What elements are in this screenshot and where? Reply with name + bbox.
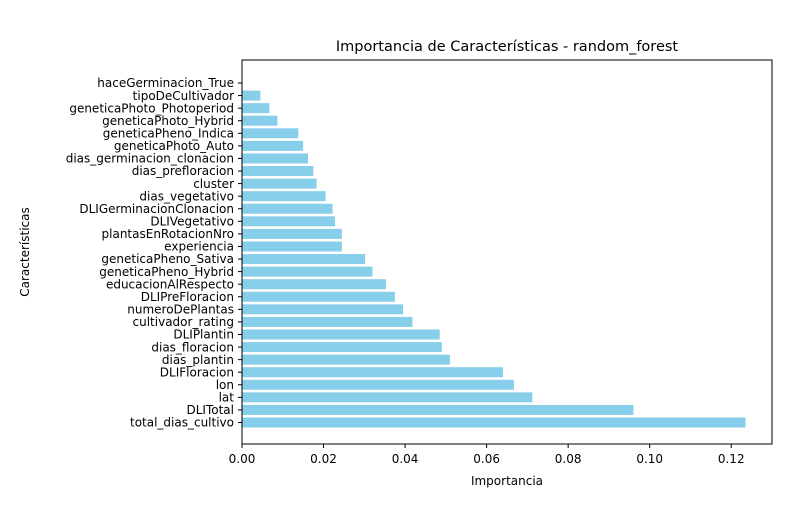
bars-layer xyxy=(242,90,746,428)
bar-dias_plantin xyxy=(242,354,450,365)
bar-experiencia xyxy=(242,241,342,252)
y-tick-label: cluster xyxy=(193,177,234,191)
x-tick-label: 0.08 xyxy=(555,452,582,466)
y-tick-label: DLITotal xyxy=(187,403,235,417)
x-tick-label: 0.10 xyxy=(636,452,663,466)
y-tick-label: lon xyxy=(216,378,234,392)
y-tick-label: DLIFloracion xyxy=(160,365,234,379)
y-tick-label: DLIPreFloracion xyxy=(141,290,234,304)
bar-plantasEnRotacionNro xyxy=(242,228,342,239)
bar-DLIVegetativo xyxy=(242,216,335,227)
x-tick-layer: 0.00 0.02 0.04 0.06 0.08 0.10 0.12 xyxy=(229,444,745,466)
y-tick-label: total_dias_cultivo xyxy=(130,416,234,430)
bar-DLIPlantin xyxy=(242,329,440,340)
bar-DLIPreFloracion xyxy=(242,291,395,302)
bar-geneticaPheno_Sativa xyxy=(242,254,366,265)
y-tick-label: geneticaPhoto_Hybrid xyxy=(102,114,234,128)
bar-lat xyxy=(242,392,533,403)
bar-total_dias_cultivo xyxy=(242,417,746,428)
bar-dias_prefloracion xyxy=(242,166,314,177)
y-tick-label: tipoDeCultivador xyxy=(133,89,234,103)
bar-DLIGerminacionClonacion xyxy=(242,203,333,214)
y-tick-label: dias_germinacion_clonacion xyxy=(66,152,234,166)
y-tick-label: geneticaPhoto_Auto xyxy=(114,139,234,153)
y-tick-label: geneticaPheno_Indica xyxy=(103,126,234,140)
x-axis-label: Importancia xyxy=(471,474,543,488)
y-tick-label: geneticaPheno_Sativa xyxy=(101,252,234,266)
bar-DLIFloracion xyxy=(242,367,503,378)
y-tick-label: DLIGerminacionClonacion xyxy=(79,202,234,216)
bar-geneticaPhoto_Photoperiod xyxy=(242,103,270,114)
bar-numeroDePlantas xyxy=(242,304,404,315)
chart-title: Importancia de Características - random_… xyxy=(336,39,679,55)
plot-frame xyxy=(241,59,773,445)
bar-geneticaPhoto_Hybrid xyxy=(242,115,278,126)
bar-geneticaPheno_Hybrid xyxy=(242,266,373,277)
y-tick-label: dias_plantin xyxy=(162,353,234,367)
bar-dias_germinacion_clonacion xyxy=(242,153,309,164)
bar-cluster xyxy=(242,178,317,189)
x-tick-label: 0.00 xyxy=(229,452,256,466)
x-tick-label: 0.02 xyxy=(310,452,337,466)
bar-educacionAlRespecto xyxy=(242,279,386,290)
y-tick-label: geneticaPhoto_Photoperiod xyxy=(69,101,234,115)
y-tick-label: numeroDePlantas xyxy=(127,303,234,317)
y-tick-label: dias_vegetativo xyxy=(139,189,234,203)
bar-tipoDeCultivador xyxy=(242,90,261,101)
y-tick-layer: total_dias_cultivoDLITotallatlonDLIFlora… xyxy=(66,76,242,430)
y-tick-label: lat xyxy=(219,391,235,405)
x-tick-label: 0.04 xyxy=(392,452,419,466)
y-tick-label: DLIPlantin xyxy=(173,328,234,342)
y-axis-label: Características xyxy=(18,207,32,296)
x-tick-label: 0.06 xyxy=(473,452,500,466)
y-tick-label: geneticaPheno_Hybrid xyxy=(99,265,234,279)
bar-geneticaPheno_Indica xyxy=(242,128,299,139)
y-tick-label: plantasEnRotacionNro xyxy=(102,227,234,241)
y-tick-label: dias_prefloracion xyxy=(132,164,234,178)
bar-lon xyxy=(242,379,514,390)
y-tick-label: DLIVegetativo xyxy=(150,215,234,229)
x-tick-label: 0.12 xyxy=(718,452,745,466)
y-tick-label: educacionAlRespecto xyxy=(106,277,234,291)
bar-cultivador_rating xyxy=(242,316,413,327)
y-tick-label: haceGerminacion_True xyxy=(97,76,234,90)
y-tick-label: cultivador_rating xyxy=(133,315,234,329)
bar-geneticaPhoto_Auto xyxy=(242,140,304,151)
y-tick-label: experiencia xyxy=(164,240,234,254)
bar-DLITotal xyxy=(242,404,634,415)
bar-dias_floracion xyxy=(242,342,442,353)
bar-dias_vegetativo xyxy=(242,191,326,202)
y-tick-label: dias_floracion xyxy=(151,340,234,354)
